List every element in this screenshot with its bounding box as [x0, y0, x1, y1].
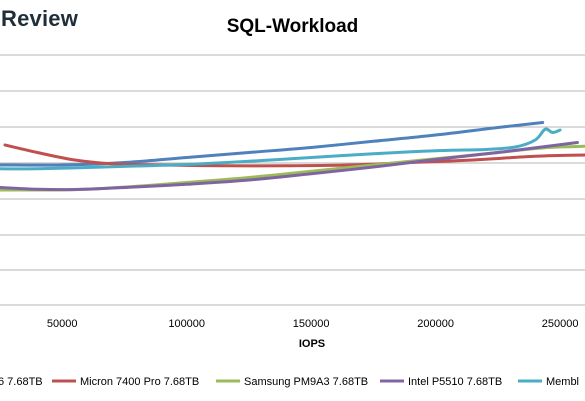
series-line-3: [0, 141, 579, 192]
x-tick-label: 200000: [417, 318, 454, 330]
x-axis-label: IOPS: [299, 338, 325, 350]
x-tick-label: 150000: [293, 318, 330, 330]
legend-label-1: Micron 7400 Pro 7.68TB: [80, 376, 199, 388]
series-line-4: [0, 127, 562, 171]
brand-logo: Review: [1, 6, 79, 31]
chart-title: SQL-Workload: [226, 16, 359, 37]
series-lines: [0, 121, 585, 192]
x-tick-label: 250000: [542, 318, 579, 330]
x-tick-label: 100000: [168, 318, 205, 330]
legend: 6 7.68TB Micron 7400 Pro 7.68TB Samsung PM…: [0, 376, 579, 388]
legend-label-4: Membl: [546, 376, 579, 388]
grid-lines: [0, 54, 585, 306]
legend-label-0: 6 7.68TB: [0, 376, 43, 388]
x-axis-ticks: 50000 100000 150000 200000 250000: [47, 318, 579, 330]
x-tick-label: 50000: [47, 318, 78, 330]
legend-label-3: Intel P5510 7.68TB: [408, 376, 502, 388]
series-line-0: [0, 121, 545, 167]
legend-label-2: Samsung PM9A3 7.68TB: [244, 376, 368, 388]
series-line-1: [3, 143, 585, 168]
